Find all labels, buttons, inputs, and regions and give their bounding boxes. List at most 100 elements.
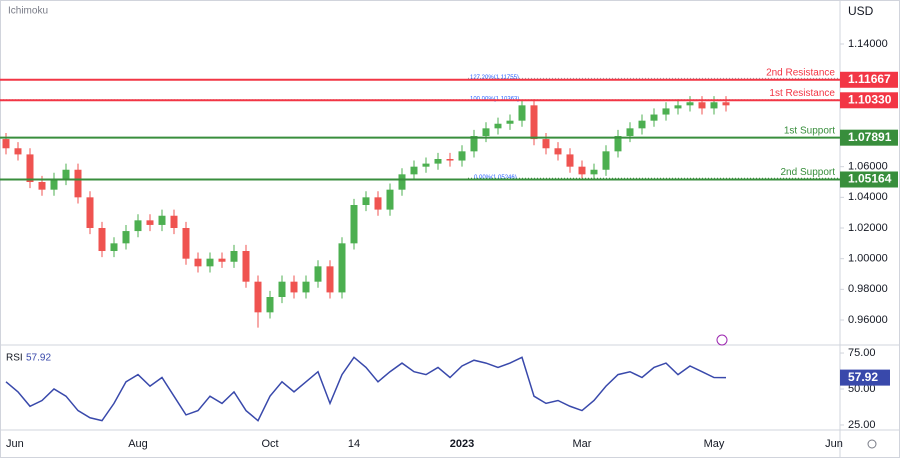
candle-body bbox=[398, 174, 406, 190]
candle-body bbox=[602, 151, 610, 170]
x-tick-label: 14 bbox=[348, 438, 360, 450]
x-tick-label: Jun bbox=[825, 438, 843, 450]
rsi-label: RSI bbox=[6, 353, 23, 364]
y-tick-label: 1.14000 bbox=[848, 38, 888, 50]
candle-body bbox=[662, 108, 670, 115]
candle-body bbox=[482, 128, 490, 137]
candle-body bbox=[422, 163, 430, 167]
candle-body bbox=[626, 128, 634, 137]
candle-body bbox=[26, 154, 34, 183]
candle-body bbox=[290, 281, 298, 293]
rsi-value: 57.92 bbox=[26, 353, 51, 364]
candle-body bbox=[434, 159, 442, 164]
candle-body bbox=[266, 297, 274, 313]
candle-body bbox=[686, 102, 694, 106]
x-tick-label: Oct bbox=[261, 438, 278, 450]
candle-body bbox=[614, 136, 622, 152]
candle-body bbox=[242, 251, 250, 282]
candle-body bbox=[698, 102, 706, 109]
y-tick-label: 50.00 bbox=[848, 383, 876, 395]
candle-body bbox=[50, 178, 58, 190]
candle-body bbox=[350, 205, 358, 244]
y-tick-label: 25.00 bbox=[848, 419, 876, 431]
candle-body bbox=[518, 105, 526, 121]
y-tick-label: 75.00 bbox=[848, 347, 876, 359]
candle-body bbox=[314, 266, 322, 282]
candle-body bbox=[38, 182, 46, 190]
candle-body bbox=[554, 148, 562, 155]
rsi-line bbox=[5, 356, 727, 422]
candle-body bbox=[278, 281, 286, 298]
y-tick-label: 1.04000 bbox=[848, 191, 888, 203]
candle-body bbox=[506, 120, 514, 124]
candle-body bbox=[182, 228, 190, 259]
candle-body bbox=[674, 105, 682, 109]
y-tick-label: 0.96000 bbox=[848, 314, 888, 326]
candle-body bbox=[446, 159, 454, 161]
candle-body bbox=[14, 148, 22, 155]
event-icon[interactable] bbox=[716, 334, 728, 346]
level-badge bbox=[840, 71, 898, 88]
candle-body bbox=[302, 281, 310, 293]
candle-body bbox=[362, 197, 370, 206]
y-tick-label: 1.06000 bbox=[848, 161, 888, 173]
level-badge bbox=[840, 171, 898, 188]
candle-body bbox=[218, 258, 226, 262]
level-value: 1.05164 bbox=[848, 172, 892, 186]
y-tick-label: 1.02000 bbox=[848, 222, 888, 234]
candle-body bbox=[530, 105, 538, 140]
y-tick-label: 0.98000 bbox=[848, 283, 888, 295]
candle-body bbox=[338, 243, 346, 293]
candle-body bbox=[206, 258, 214, 267]
candle-body bbox=[710, 102, 718, 109]
candle-body bbox=[98, 228, 106, 252]
rsi-badge-value: 57.92 bbox=[848, 370, 878, 384]
candle-body bbox=[542, 139, 550, 149]
candle-body bbox=[86, 197, 94, 229]
level-label: 2nd Resistance bbox=[766, 67, 835, 78]
x-tick-label: Mar bbox=[573, 438, 592, 450]
level-value: 1.07891 bbox=[848, 130, 892, 144]
candle-body bbox=[578, 166, 586, 175]
candle-body bbox=[2, 139, 10, 149]
level-label: 1st Support bbox=[784, 125, 835, 136]
fib-label: 0.00%(1.05246) bbox=[474, 175, 517, 181]
level-label: 1st Resistance bbox=[769, 88, 835, 99]
candle-body bbox=[134, 220, 142, 232]
candle-body bbox=[194, 258, 202, 267]
settings-icon[interactable] bbox=[867, 439, 877, 449]
level-badge bbox=[840, 129, 898, 146]
candle-body bbox=[170, 215, 178, 229]
candle-body bbox=[458, 151, 466, 161]
candle-body bbox=[230, 251, 238, 262]
indicator-label: Ichimoku bbox=[8, 6, 48, 17]
fib-label: 127.20%(1.11755) bbox=[470, 75, 519, 81]
candle-body bbox=[410, 166, 418, 175]
candle-body bbox=[110, 243, 118, 252]
candle-body bbox=[590, 169, 598, 175]
candle-body bbox=[650, 114, 658, 121]
currency-label: USD bbox=[848, 4, 874, 18]
candle-body bbox=[386, 189, 394, 210]
candle-body bbox=[722, 102, 730, 106]
x-tick-label: Jun bbox=[6, 438, 24, 450]
candle-body bbox=[374, 197, 382, 210]
rsi-badge bbox=[840, 369, 890, 386]
x-tick-label: May bbox=[704, 438, 725, 450]
x-tick-label: 2023 bbox=[450, 438, 474, 450]
candle-body bbox=[494, 123, 502, 129]
candle-body bbox=[74, 169, 82, 198]
level-value: 1.10330 bbox=[848, 92, 892, 106]
x-tick-label: Aug bbox=[128, 438, 148, 450]
candle-body bbox=[146, 220, 154, 225]
candle-body bbox=[638, 120, 646, 129]
candle-body bbox=[326, 266, 334, 293]
candle-body bbox=[566, 154, 574, 167]
candle-body bbox=[470, 136, 478, 152]
candle-body bbox=[62, 169, 70, 179]
candle-body bbox=[122, 231, 130, 244]
candle-body bbox=[254, 281, 262, 313]
level-label: 2nd Support bbox=[781, 167, 836, 178]
candle-body bbox=[158, 215, 166, 225]
